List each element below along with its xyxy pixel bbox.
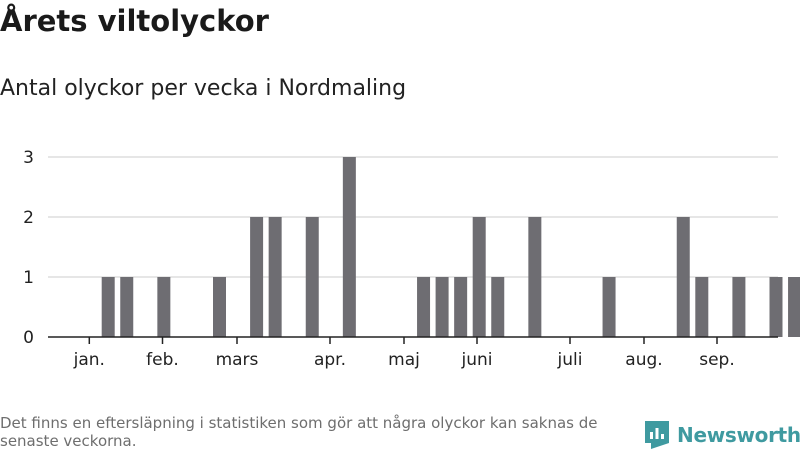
bar bbox=[417, 277, 431, 337]
bar bbox=[454, 277, 468, 337]
x-tick-label: sep. bbox=[699, 350, 735, 370]
bar bbox=[101, 277, 115, 337]
brand-name: Newsworthy bbox=[677, 423, 800, 447]
bar bbox=[491, 277, 505, 337]
bar bbox=[305, 217, 319, 337]
x-tick-label: apr. bbox=[314, 350, 346, 370]
x-tick-label: feb. bbox=[146, 350, 179, 370]
y-tick-label: 1 bbox=[23, 268, 34, 288]
bar bbox=[213, 277, 226, 337]
bar bbox=[732, 277, 746, 337]
bar bbox=[528, 217, 542, 337]
bar bbox=[342, 157, 356, 337]
bar bbox=[435, 277, 449, 337]
bar bbox=[120, 277, 134, 337]
bar bbox=[788, 277, 800, 337]
x-tick-label: juli bbox=[557, 350, 583, 370]
bar bbox=[769, 277, 783, 337]
y-tick-label: 2 bbox=[23, 208, 34, 228]
chart-subtitle: Antal olyckor per vecka i Nordmaling bbox=[0, 76, 407, 101]
bar bbox=[676, 217, 690, 337]
newsworthy-logo-icon bbox=[645, 421, 669, 449]
x-tick-label: jan. bbox=[73, 350, 105, 370]
bar bbox=[695, 277, 709, 337]
bar bbox=[157, 277, 171, 337]
x-tick-label: aug. bbox=[625, 350, 662, 370]
x-tick-label: mars bbox=[216, 350, 259, 370]
brand-logo[interactable]: Newsworthy bbox=[645, 420, 800, 450]
bar bbox=[472, 217, 486, 337]
y-tick-label: 3 bbox=[23, 148, 34, 168]
chart-title: Årets viltolyckor bbox=[0, 4, 269, 38]
x-tick-label: juni bbox=[461, 350, 493, 370]
bar bbox=[250, 217, 264, 337]
y-tick-label: 0 bbox=[23, 328, 34, 348]
bar bbox=[602, 277, 616, 337]
x-tick-label: maj bbox=[388, 350, 420, 370]
footnote: Det finns en eftersläpning i statistiken… bbox=[0, 414, 598, 450]
bar bbox=[268, 217, 282, 337]
